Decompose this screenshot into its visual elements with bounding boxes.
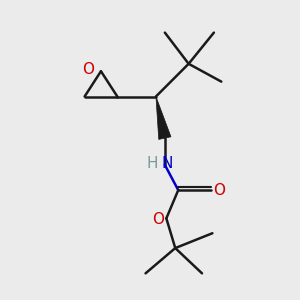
Text: O: O xyxy=(213,183,225,198)
Polygon shape xyxy=(156,97,171,140)
Text: O: O xyxy=(152,212,164,227)
Text: O: O xyxy=(82,62,94,77)
Text: N: N xyxy=(162,156,173,171)
Text: H: H xyxy=(147,156,158,171)
